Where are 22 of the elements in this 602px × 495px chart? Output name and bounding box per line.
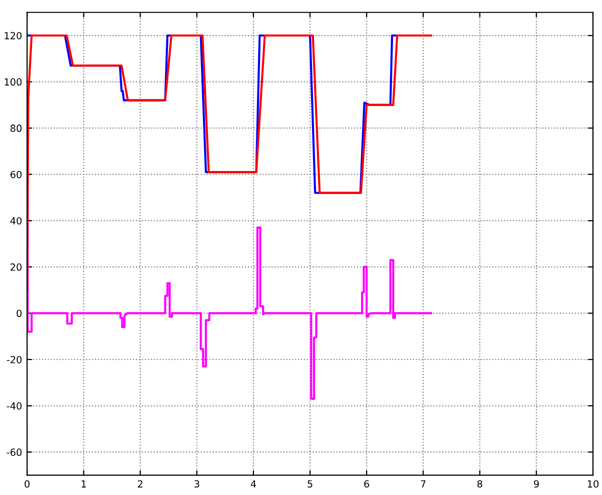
x-tick-label: 8 — [477, 480, 482, 488]
y-tick-label: 60 — [10, 170, 22, 178]
y-tick-label: -40 — [6, 402, 22, 410]
x-tick-label: 4 — [250, 480, 256, 488]
x-tick-label: 5 — [308, 480, 312, 488]
x-tick-label: 3 — [194, 480, 200, 488]
y-tick-label: 20 — [10, 263, 22, 271]
y-tick-label: -20 — [6, 356, 22, 364]
y-tick-label: 120 — [4, 32, 22, 40]
x-tick-label: 0 — [24, 480, 30, 488]
x-tick-label: 6 — [364, 480, 370, 488]
x-tick-label: 1 — [82, 480, 86, 488]
x-tick-label: 9 — [534, 480, 539, 488]
x-tick-label: 2 — [138, 480, 142, 488]
y-tick-label: -60 — [6, 448, 22, 456]
y-tick-label: 100 — [4, 78, 22, 86]
y-tick-label: 80 — [10, 124, 22, 132]
line-series — [27, 34, 432, 292]
y-tick-label: 0 — [16, 310, 22, 318]
y-tick-label: 40 — [10, 217, 22, 224]
x-tick-label: 10 — [588, 480, 599, 488]
x-tick-label: 7 — [420, 480, 426, 488]
